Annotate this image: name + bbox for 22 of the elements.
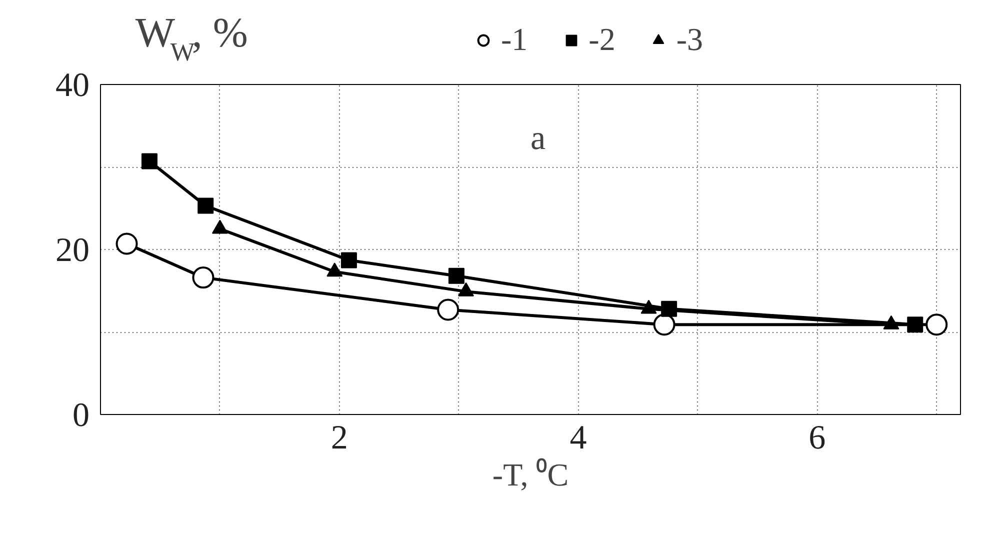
y-tick-label: 40 xyxy=(56,67,90,104)
point xyxy=(661,300,678,317)
legend-label: -2 xyxy=(588,21,616,58)
x-tick-label: 6 xyxy=(808,420,826,456)
x-axis-title: -T, ⁰C xyxy=(492,456,569,492)
x-tick-label: 2 xyxy=(330,420,348,456)
y-tick-label: 20 xyxy=(56,232,90,269)
point xyxy=(116,232,138,255)
point xyxy=(198,198,214,214)
legend-label: -3 xyxy=(676,21,703,58)
legend-label: -1 xyxy=(501,21,528,58)
point xyxy=(907,316,924,333)
point xyxy=(340,252,357,268)
point xyxy=(448,268,464,284)
point xyxy=(926,314,948,336)
point xyxy=(192,266,214,289)
y-tick-label: 0 xyxy=(72,397,90,434)
point xyxy=(141,153,158,170)
point xyxy=(653,314,676,336)
annotation: a xyxy=(530,120,546,158)
x-tick-label: 4 xyxy=(570,420,587,456)
point xyxy=(437,298,460,321)
